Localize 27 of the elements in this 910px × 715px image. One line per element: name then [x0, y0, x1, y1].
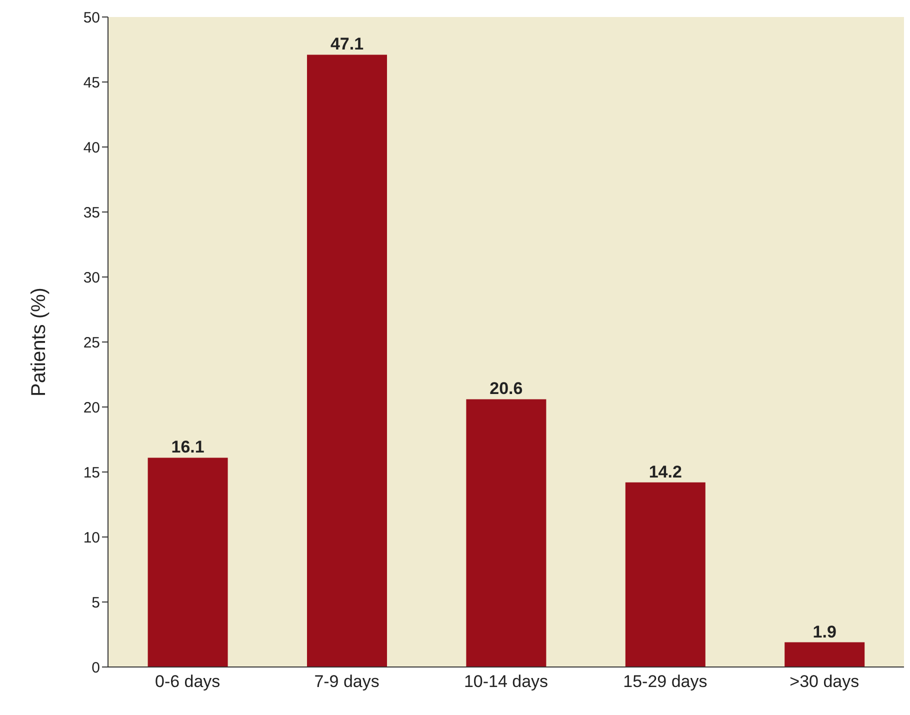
bar: [466, 399, 546, 667]
y-axis-title: Patients (%): [28, 288, 50, 396]
y-tick-label: 45: [83, 74, 100, 92]
y-tick-label: 10: [83, 529, 100, 546]
y-tick-label: 40: [83, 139, 100, 156]
y-tick-label: 25: [83, 334, 100, 352]
data-label: 14.2: [648, 462, 682, 482]
data-label: 20.6: [490, 379, 523, 398]
x-tick-label: 10-14 days: [464, 672, 548, 692]
y-tick-label: 15: [83, 464, 100, 482]
y-tick-label: 20: [83, 399, 100, 416]
x-tick-label: >30 days: [790, 672, 860, 692]
data-label: 16.1: [171, 438, 204, 457]
bar: [625, 482, 706, 667]
data-label: 1.9: [812, 622, 836, 642]
x-tick-label: 15-29 days: [623, 672, 708, 692]
y-tick-label: 30: [83, 269, 100, 286]
data-label: 47.1: [330, 34, 364, 54]
y-tick-label: 50: [83, 9, 100, 26]
y-tick-label: 0: [92, 659, 100, 676]
x-tick-label: 7-9 days: [314, 672, 380, 692]
y-tick-label: 35: [83, 204, 100, 222]
bar: [307, 54, 387, 667]
x-tick-label: 0-6 days: [155, 672, 220, 692]
bar: [148, 458, 228, 667]
bar: [784, 642, 865, 667]
y-tick-label: 5: [92, 594, 100, 612]
